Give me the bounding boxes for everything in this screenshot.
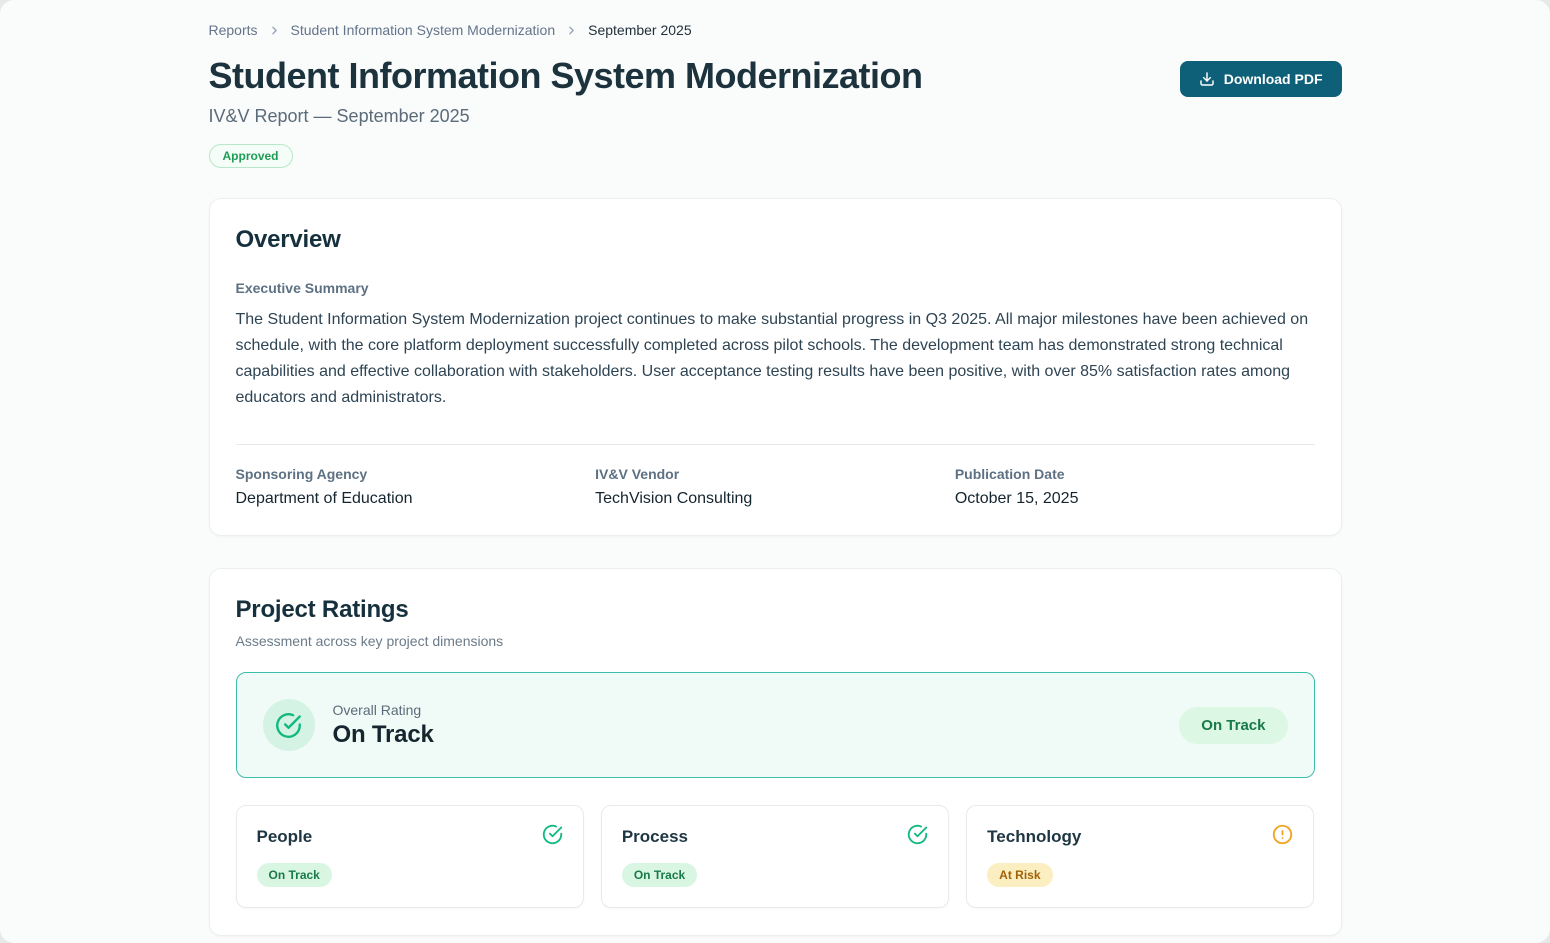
meta-value: October 15, 2025	[954, 490, 1079, 507]
meta-label: IV&V Vendor	[595, 466, 680, 482]
dimension-card-technology: Technology At Risk	[966, 805, 1315, 908]
dimension-cards: People On Track Process On Track	[235, 805, 1315, 908]
project-ratings-card: Project Ratings Assessment across key pr…	[208, 568, 1342, 936]
project-ratings-title: Project Ratings	[235, 596, 409, 623]
overall-rating-badge: On Track	[1179, 706, 1288, 744]
dimension-rating-badge: At Risk	[987, 863, 1053, 887]
chevron-right-icon	[565, 24, 578, 37]
project-ratings-subtitle: Assessment across key project dimensions	[235, 633, 504, 649]
meta-value: Department of Education	[235, 490, 413, 507]
dimension-card-process: Process On Track	[600, 805, 950, 908]
dimension-name: People	[256, 827, 313, 846]
check-circle-icon	[907, 824, 928, 850]
dimension-name: Process	[621, 827, 688, 846]
breadcrumb-current-month: September 2025	[588, 22, 692, 38]
breadcrumb-reports[interactable]: Reports	[208, 22, 258, 38]
dimension-rating-badge: On Track	[621, 863, 698, 887]
overall-rating-value: On Track	[332, 720, 434, 748]
breadcrumb: Reports Student Information System Moder…	[209, 22, 1342, 38]
meta-sponsoring-agency: Sponsoring Agency Department of Educatio…	[236, 466, 596, 508]
page-header: Student Information System Modernization…	[209, 55, 1342, 97]
dimension-name: Technology	[987, 827, 1082, 846]
meta-value: TechVision Consulting	[595, 490, 753, 507]
report-subtitle: IV&V Report — September 2025	[208, 106, 470, 126]
meta-label: Publication Date	[954, 466, 1065, 482]
chevron-right-icon	[268, 24, 281, 37]
meta-publication-date: Publication Date October 15, 2025	[955, 466, 1315, 508]
breadcrumb-project[interactable]: Student Information System Modernization	[290, 22, 556, 38]
alert-circle-icon	[1272, 824, 1293, 850]
page-title: Student Information System Modernization	[208, 55, 924, 96]
overall-rating-panel: Overall Rating On Track On Track	[235, 672, 1315, 778]
download-pdf-button[interactable]: Download PDF	[1179, 61, 1342, 97]
overview-title: Overview	[235, 226, 341, 253]
dimension-card-people: People On Track	[235, 805, 584, 908]
executive-summary-label: Executive Summary	[235, 280, 369, 296]
meta-ivv-vendor: IV&V Vendor TechVision Consulting	[595, 466, 955, 508]
meta-label: Sponsoring Agency	[235, 466, 368, 482]
executive-summary-text: The Student Information System Moderniza…	[235, 311, 1309, 406]
download-pdf-label: Download PDF	[1223, 71, 1323, 87]
download-icon	[1199, 71, 1215, 87]
check-circle-icon	[542, 824, 563, 850]
dimension-rating-badge: On Track	[256, 863, 332, 887]
status-badge: Approved	[208, 144, 293, 168]
report-meta: Sponsoring Agency Department of Educatio…	[235, 444, 1315, 508]
overview-card: Overview Executive Summary The Student I…	[208, 198, 1342, 536]
overall-rating-label: Overall Rating	[332, 701, 422, 718]
check-circle-icon	[262, 699, 315, 751]
